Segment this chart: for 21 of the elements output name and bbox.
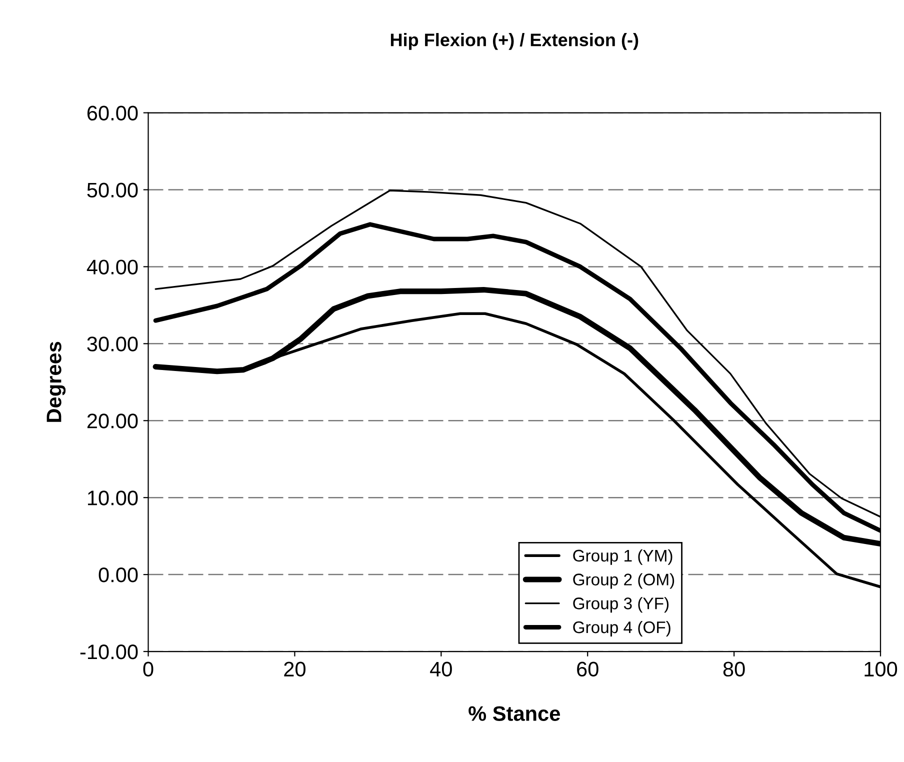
y-tick-label: -10.00 xyxy=(80,644,138,660)
y-tick-label: 20.00 xyxy=(87,414,138,428)
y-tick-label: 30.00 xyxy=(87,336,138,352)
legend-label: Group 1 (YM) xyxy=(573,549,672,565)
x-tick-label: 20 xyxy=(284,662,306,677)
y-tick-label: 40.00 xyxy=(86,260,138,274)
chart-title: Hip Flexion (+) / Extension (-) xyxy=(390,33,638,50)
x-tick-label: 100 xyxy=(864,662,898,677)
x-tick-label: 0 xyxy=(143,662,154,677)
x-tick-label: 60 xyxy=(577,662,598,677)
y-tick-label: 60.00 xyxy=(87,106,138,121)
x-tick-label: 40 xyxy=(430,662,452,677)
y-tick-label: 50.00 xyxy=(87,182,138,198)
y-axis-title: Degrees xyxy=(46,342,66,422)
x-axis-title: % Stance xyxy=(468,706,560,721)
legend-label: Group 2 (OM) xyxy=(573,573,674,589)
x-tick-label: 80 xyxy=(723,662,745,677)
legend-label: Group 4 (OF) xyxy=(573,620,670,637)
y-tick-label: 0.00 xyxy=(98,568,138,582)
y-tick-label: 10.00 xyxy=(88,490,138,506)
legend-label: Group 3 (YF) xyxy=(573,597,669,613)
